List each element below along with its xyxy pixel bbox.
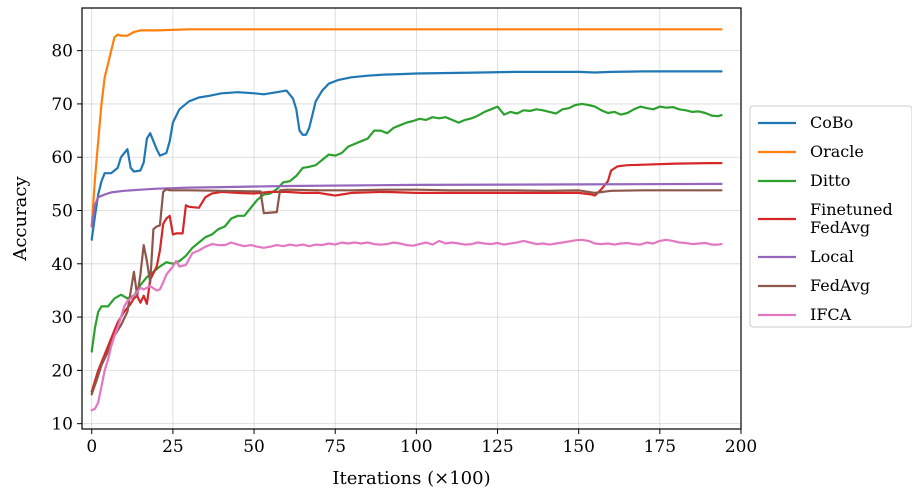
- legend-label-6: IFCA: [810, 305, 852, 324]
- y-tick-label: 50: [51, 202, 73, 222]
- series-line-6: [90, 238, 723, 412]
- legend-box: [749, 105, 912, 328]
- x-axis-label: Iterations (×100): [332, 468, 490, 489]
- x-tick-label: 50: [243, 437, 265, 457]
- axis-ticks: 0 25 50 75 100 125 150 175 200 10 20 30 40 50 60 70 80: [51, 42, 757, 457]
- plot-frame: [81, 7, 742, 430]
- series-lines: [90, 28, 723, 412]
- x-tick-label: 100: [400, 437, 432, 457]
- legend-label-3: Finetuned FedAvg: [810, 200, 893, 237]
- y-tick-label: 80: [51, 42, 73, 62]
- legend-label-4: Local: [810, 247, 854, 266]
- x-tick-label: 75: [324, 437, 346, 457]
- y-tick-label: 60: [51, 148, 73, 168]
- series-line-1: [90, 28, 723, 228]
- y-tick-label: 20: [51, 361, 73, 381]
- y-axis-label: Accuracy: [10, 176, 31, 262]
- x-tick-label: 25: [162, 437, 184, 457]
- x-tick-label: 125: [481, 437, 513, 457]
- x-tick-label: 175: [644, 437, 676, 457]
- series-line-4: [90, 182, 723, 228]
- legend-label-1: Oracle: [810, 142, 864, 161]
- legend: CoBo Oracle Ditto Finetuned FedAvg Local FedAv…: [749, 105, 912, 328]
- y-tick-label: 10: [51, 415, 73, 435]
- grid: [82, 8, 742, 429]
- x-tick-label: 200: [725, 437, 757, 457]
- legend-label-5: FedAvg: [810, 276, 870, 295]
- y-tick-label: 70: [51, 95, 73, 115]
- legend-label-2: Ditto: [810, 171, 850, 190]
- y-tick-label: 40: [51, 255, 73, 275]
- x-tick-label: 0: [86, 437, 97, 457]
- legend-label-0: CoBo: [810, 113, 853, 132]
- series-line-2: [90, 102, 723, 353]
- series-line-5: [90, 188, 723, 396]
- series-line-3: [90, 162, 723, 393]
- y-tick-label: 30: [51, 308, 73, 328]
- series-line-0: [90, 70, 723, 241]
- x-tick-label: 150: [562, 437, 594, 457]
